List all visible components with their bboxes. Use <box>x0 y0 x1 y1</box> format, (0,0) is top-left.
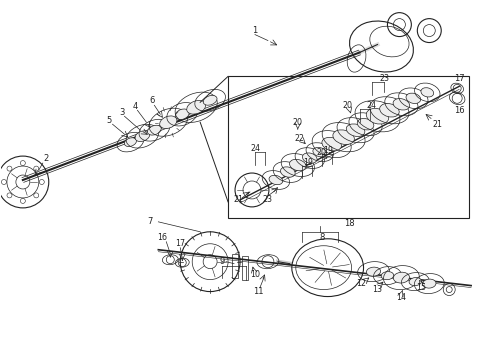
Text: 3: 3 <box>120 108 125 117</box>
Ellipse shape <box>381 271 393 280</box>
Text: 22: 22 <box>295 134 305 143</box>
Ellipse shape <box>393 272 410 283</box>
Ellipse shape <box>393 99 410 110</box>
Text: 1: 1 <box>252 26 258 35</box>
Ellipse shape <box>135 131 150 141</box>
Text: 11: 11 <box>253 287 263 296</box>
Ellipse shape <box>203 95 217 105</box>
Ellipse shape <box>290 159 306 171</box>
Text: 20: 20 <box>293 118 303 127</box>
Text: 4: 4 <box>133 102 138 111</box>
Text: 17: 17 <box>175 239 185 248</box>
Text: 16: 16 <box>454 106 465 115</box>
Ellipse shape <box>409 278 421 286</box>
Text: 13: 13 <box>372 285 383 294</box>
Text: 16: 16 <box>157 233 167 242</box>
Text: 2: 2 <box>43 154 49 163</box>
Ellipse shape <box>160 116 177 129</box>
Text: 23: 23 <box>263 195 273 204</box>
Ellipse shape <box>313 147 326 157</box>
Ellipse shape <box>322 138 342 151</box>
Text: 21: 21 <box>233 195 243 204</box>
Ellipse shape <box>346 124 365 136</box>
Ellipse shape <box>366 108 389 124</box>
Text: 6: 6 <box>149 96 155 105</box>
Ellipse shape <box>367 267 381 276</box>
Text: 24: 24 <box>367 101 376 110</box>
Text: 24: 24 <box>250 144 260 153</box>
Ellipse shape <box>406 93 421 104</box>
Text: 9: 9 <box>220 257 225 266</box>
Ellipse shape <box>147 125 161 135</box>
Bar <box>242 256 248 280</box>
Ellipse shape <box>269 175 283 185</box>
Text: 19: 19 <box>303 158 313 167</box>
Text: 8: 8 <box>319 233 324 242</box>
Text: 14: 14 <box>396 293 406 302</box>
Ellipse shape <box>124 138 137 147</box>
Ellipse shape <box>187 100 206 114</box>
Ellipse shape <box>280 167 295 177</box>
Bar <box>228 76 469 218</box>
Text: 20: 20 <box>343 101 353 110</box>
Text: 17: 17 <box>454 74 465 83</box>
Text: 21: 21 <box>432 120 442 129</box>
Ellipse shape <box>357 118 374 130</box>
Text: 20: 20 <box>317 148 327 157</box>
Ellipse shape <box>333 130 354 144</box>
Text: 5: 5 <box>106 116 111 125</box>
Ellipse shape <box>421 88 434 97</box>
Ellipse shape <box>422 279 436 288</box>
Bar <box>232 254 238 278</box>
Ellipse shape <box>302 153 317 163</box>
Text: 15: 15 <box>416 283 426 292</box>
Ellipse shape <box>175 109 189 120</box>
Ellipse shape <box>380 104 399 117</box>
Text: 10: 10 <box>250 270 260 279</box>
Text: 19: 19 <box>323 145 333 154</box>
Text: 18: 18 <box>344 219 355 228</box>
Text: 7: 7 <box>147 217 153 226</box>
Text: 23: 23 <box>379 74 390 83</box>
Text: 12: 12 <box>357 279 367 288</box>
